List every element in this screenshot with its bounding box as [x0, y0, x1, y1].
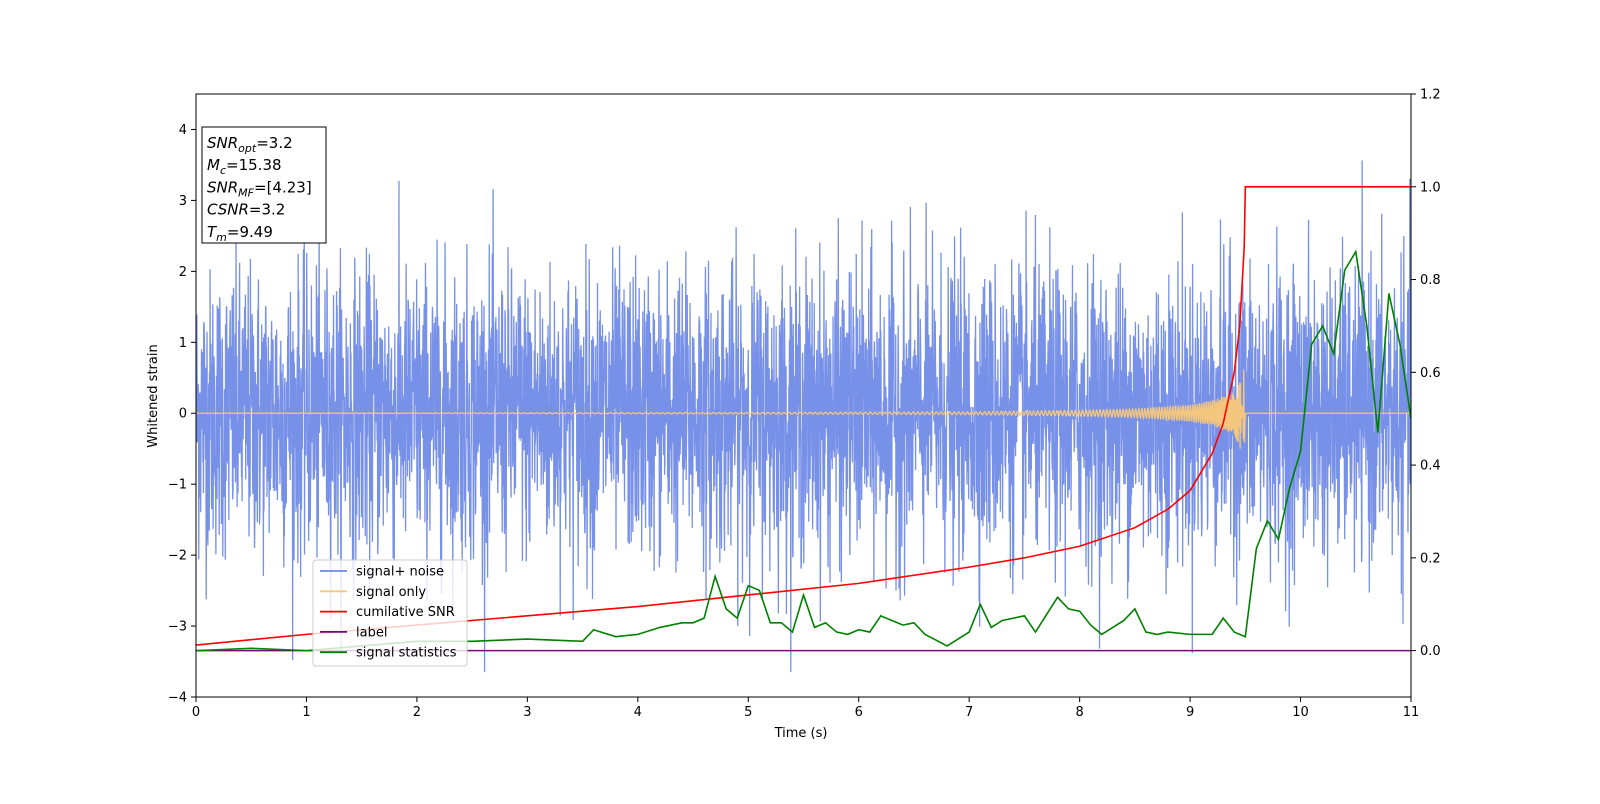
x-tick-label: 8 [1075, 705, 1083, 720]
legend-item-label: cumilative SNR [356, 605, 455, 620]
y-left-tick-label: 2 [179, 265, 187, 280]
legend-item-label: signal+ noise [356, 565, 444, 580]
info-box-value: =3.2 [256, 134, 292, 152]
y-left-tick-label: −2 [168, 549, 187, 564]
series-signal-noise-line [196, 160, 1411, 673]
legend: signal+ noise signal only cumilative SNR la… [312, 559, 468, 667]
info-box-value: =[4.23] [254, 178, 312, 196]
x-tick-label: 6 [855, 705, 863, 720]
info-box-value: =3.2 [249, 201, 285, 219]
y-left-tick-label: −1 [168, 478, 187, 493]
y-left-tick-label: −3 [168, 620, 187, 635]
info-box-symbol: SNR [207, 134, 238, 152]
series-cumulative-snr-line [196, 185, 1411, 646]
info-box-symbol: SNR [207, 178, 238, 196]
legend-item-label: signal statistics [356, 646, 457, 661]
x-tick-label: 2 [413, 705, 421, 720]
info-box-symbol: M [207, 156, 220, 174]
y-left-tick-label: 0 [179, 407, 187, 422]
info-box-line: CSNR=3.2 [207, 201, 285, 219]
info-box-line: Tm=9.49 [207, 223, 273, 244]
y-right-tick-label: 0.8 [1420, 273, 1441, 288]
y-right-tick-label: 0.4 [1420, 459, 1441, 474]
y-right-tick-label: 1.2 [1420, 88, 1441, 103]
x-tick-label: 9 [1186, 705, 1194, 720]
legend-item-label: signal only [356, 585, 426, 600]
series-signal-statistics-line [196, 249, 1411, 652]
y-right-tick-label: 1.0 [1420, 180, 1441, 195]
info-box-subscript: m [216, 231, 227, 244]
info-box-line: Mc=15.38 [207, 156, 282, 177]
info-box-symbol: T [207, 223, 218, 241]
series-signal-only-line [196, 369, 1411, 449]
y-axis-label: Whitened strain [146, 344, 161, 447]
info-box-frame [201, 126, 327, 244]
plot-frame [195, 93, 1412, 698]
x-axis: 0 1 2 3 4 5 6 7 8 9 10 11 [192, 697, 1419, 720]
y-left-tick-label: 1 [179, 336, 187, 351]
x-tick-label: 7 [965, 705, 973, 720]
info-box-subscript: opt [238, 142, 257, 155]
y-right-tick-label: 0.0 [1420, 644, 1441, 659]
x-tick-label: 1 [302, 705, 310, 720]
info-box-line: SNRopt=3.2 [207, 134, 293, 155]
legend-item-label: label [356, 625, 387, 640]
info-box: SNRopt=3.2Mc=15.38SNRMF=[4.23]CSNR=3.2Tm… [201, 126, 327, 244]
info-box-subscript: c [220, 164, 226, 177]
x-tick-label: 3 [523, 705, 531, 720]
y-right-tick-label: 0.2 [1420, 551, 1441, 566]
info-box-value: =15.38 [226, 156, 282, 174]
y-left-tick-label: −4 [168, 691, 187, 706]
x-axis-label: Time (s) [774, 726, 828, 741]
x-tick-label: 0 [192, 705, 200, 720]
y-right-tick-label: 0.6 [1420, 366, 1441, 381]
y-axis-left: −4 −3 −2 −1 0 1 2 3 4 [168, 123, 196, 706]
x-tick-label: 4 [634, 705, 642, 720]
y-left-tick-label: 4 [179, 123, 187, 138]
info-box-line: SNRMF=[4.23] [207, 178, 312, 199]
y-left-tick-label: 3 [179, 194, 187, 209]
x-tick-label: 5 [744, 705, 752, 720]
info-box-subscript: MF [238, 186, 254, 199]
x-tick-label: 11 [1403, 705, 1420, 720]
y-axis-right: 0.0 0.2 0.4 0.6 0.8 1.0 1.2 [1411, 88, 1441, 659]
info-box-value: =9.49 [227, 223, 273, 241]
info-box-symbol: CSNR [207, 201, 249, 219]
x-tick-label: 10 [1292, 705, 1309, 720]
legend-frame [312, 559, 468, 667]
